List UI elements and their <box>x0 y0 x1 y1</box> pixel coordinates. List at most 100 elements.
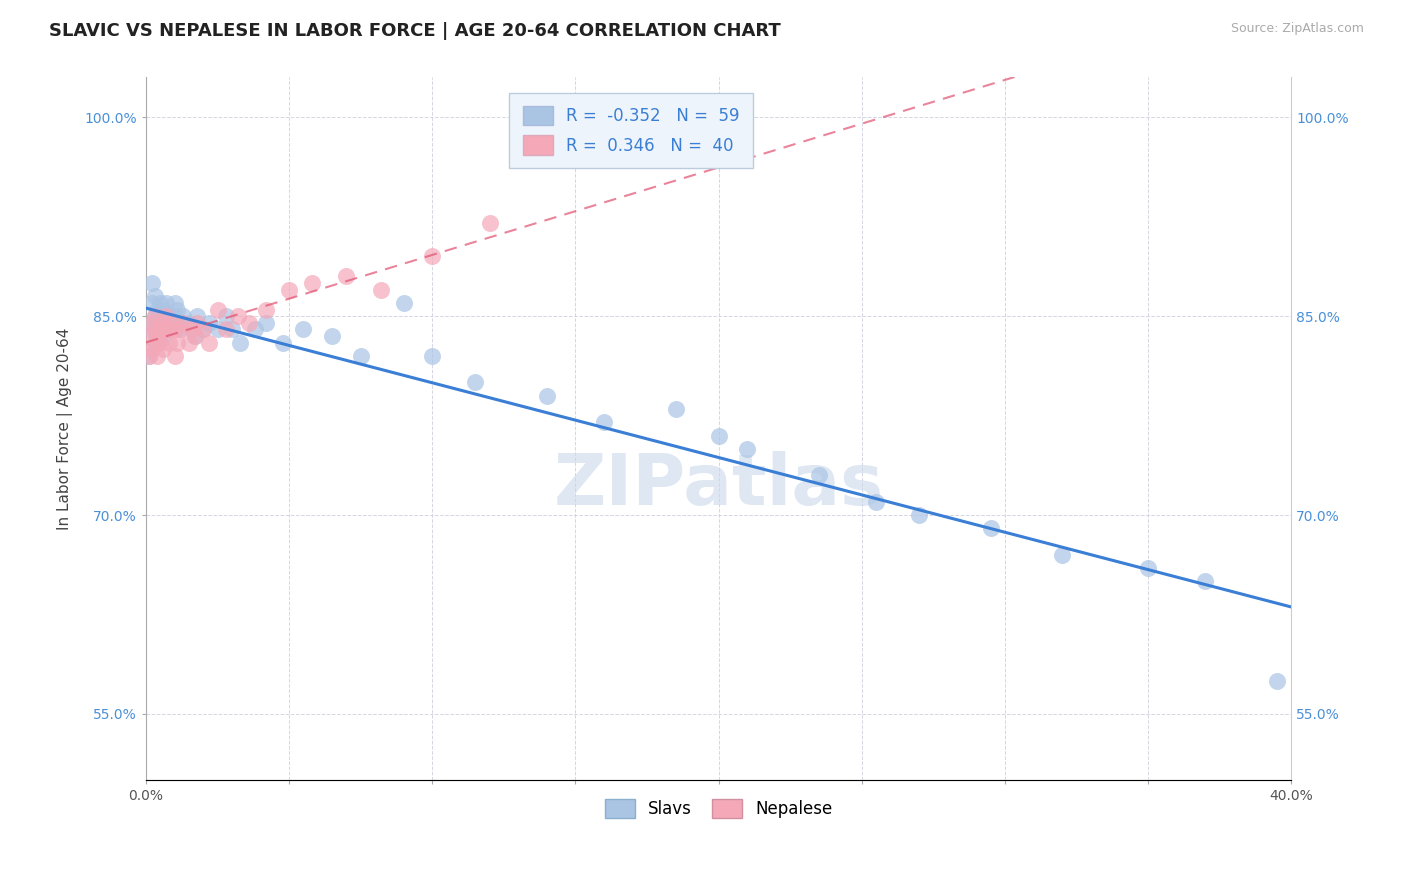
Point <box>155 296 177 310</box>
Point <box>1194 574 1216 589</box>
Point <box>157 322 180 336</box>
Point <box>160 316 183 330</box>
Point <box>177 316 200 330</box>
Point <box>172 309 194 323</box>
Point <box>152 329 174 343</box>
Point <box>198 335 221 350</box>
Point <box>186 309 208 323</box>
Point <box>807 468 830 483</box>
Point <box>166 302 188 317</box>
Point <box>146 329 169 343</box>
Point <box>166 335 188 350</box>
Point <box>141 316 163 330</box>
Point <box>141 316 163 330</box>
Point <box>238 316 260 330</box>
Point <box>254 302 277 317</box>
Point <box>152 316 174 330</box>
Point <box>155 322 177 336</box>
Point <box>149 322 172 336</box>
Point <box>149 309 172 323</box>
Point <box>163 349 186 363</box>
Point <box>243 322 266 336</box>
Point <box>146 302 169 317</box>
Point <box>536 389 558 403</box>
Point <box>980 521 1002 535</box>
Point <box>152 302 174 317</box>
Text: Source: ZipAtlas.com: Source: ZipAtlas.com <box>1230 22 1364 36</box>
Point <box>152 343 174 357</box>
Point <box>157 335 180 350</box>
Point <box>420 349 443 363</box>
Point <box>215 322 238 336</box>
Point <box>141 343 163 357</box>
Point <box>169 322 191 336</box>
Point <box>143 289 166 303</box>
Point <box>155 309 177 323</box>
Point <box>420 250 443 264</box>
Point <box>163 296 186 310</box>
Point <box>221 322 243 336</box>
Point <box>143 335 166 350</box>
Point <box>141 276 163 290</box>
Point <box>735 442 758 456</box>
Point <box>152 316 174 330</box>
Point <box>292 322 315 336</box>
Point <box>138 349 160 363</box>
Point <box>163 322 186 336</box>
Point <box>193 322 215 336</box>
Text: SLAVIC VS NEPALESE IN LABOR FORCE | AGE 20-64 CORRELATION CHART: SLAVIC VS NEPALESE IN LABOR FORCE | AGE … <box>49 22 780 40</box>
Point <box>464 376 486 390</box>
Point <box>207 322 229 336</box>
Point <box>865 495 887 509</box>
Point <box>183 329 205 343</box>
Point <box>273 335 295 350</box>
Point <box>143 309 166 323</box>
Point <box>138 322 160 336</box>
Point <box>169 322 191 336</box>
Point <box>143 322 166 336</box>
Point <box>163 309 186 323</box>
Point <box>141 296 163 310</box>
Point <box>180 322 202 336</box>
Point <box>254 316 277 330</box>
Point <box>1052 548 1074 562</box>
Point <box>138 349 160 363</box>
Point <box>321 329 343 343</box>
Point <box>350 349 373 363</box>
Point <box>908 508 931 522</box>
Point <box>301 276 323 290</box>
Point <box>392 296 415 310</box>
Point <box>335 269 357 284</box>
Point <box>160 316 183 330</box>
Point <box>278 283 301 297</box>
Point <box>177 335 200 350</box>
Point <box>183 329 205 343</box>
Point <box>146 322 169 336</box>
Point <box>146 349 169 363</box>
Point <box>138 329 160 343</box>
Point <box>149 296 172 310</box>
Point <box>193 322 215 336</box>
Text: ZIPatlas: ZIPatlas <box>554 450 884 520</box>
Point <box>1265 673 1288 688</box>
Point <box>157 309 180 323</box>
Point <box>593 415 616 429</box>
Point <box>665 401 688 416</box>
Point <box>707 428 730 442</box>
Point <box>149 322 172 336</box>
Y-axis label: In Labor Force | Age 20-64: In Labor Force | Age 20-64 <box>58 327 73 530</box>
Point <box>149 316 172 330</box>
Legend: Slavs, Nepalese: Slavs, Nepalese <box>598 792 839 825</box>
Point <box>186 316 208 330</box>
Point <box>1137 561 1160 575</box>
Point <box>478 216 501 230</box>
Point <box>229 335 252 350</box>
Point <box>143 335 166 350</box>
Point <box>370 283 392 297</box>
Point <box>198 316 221 330</box>
Point <box>215 309 238 323</box>
Point <box>146 335 169 350</box>
Point <box>143 309 166 323</box>
Point <box>157 322 180 336</box>
Point <box>207 302 229 317</box>
